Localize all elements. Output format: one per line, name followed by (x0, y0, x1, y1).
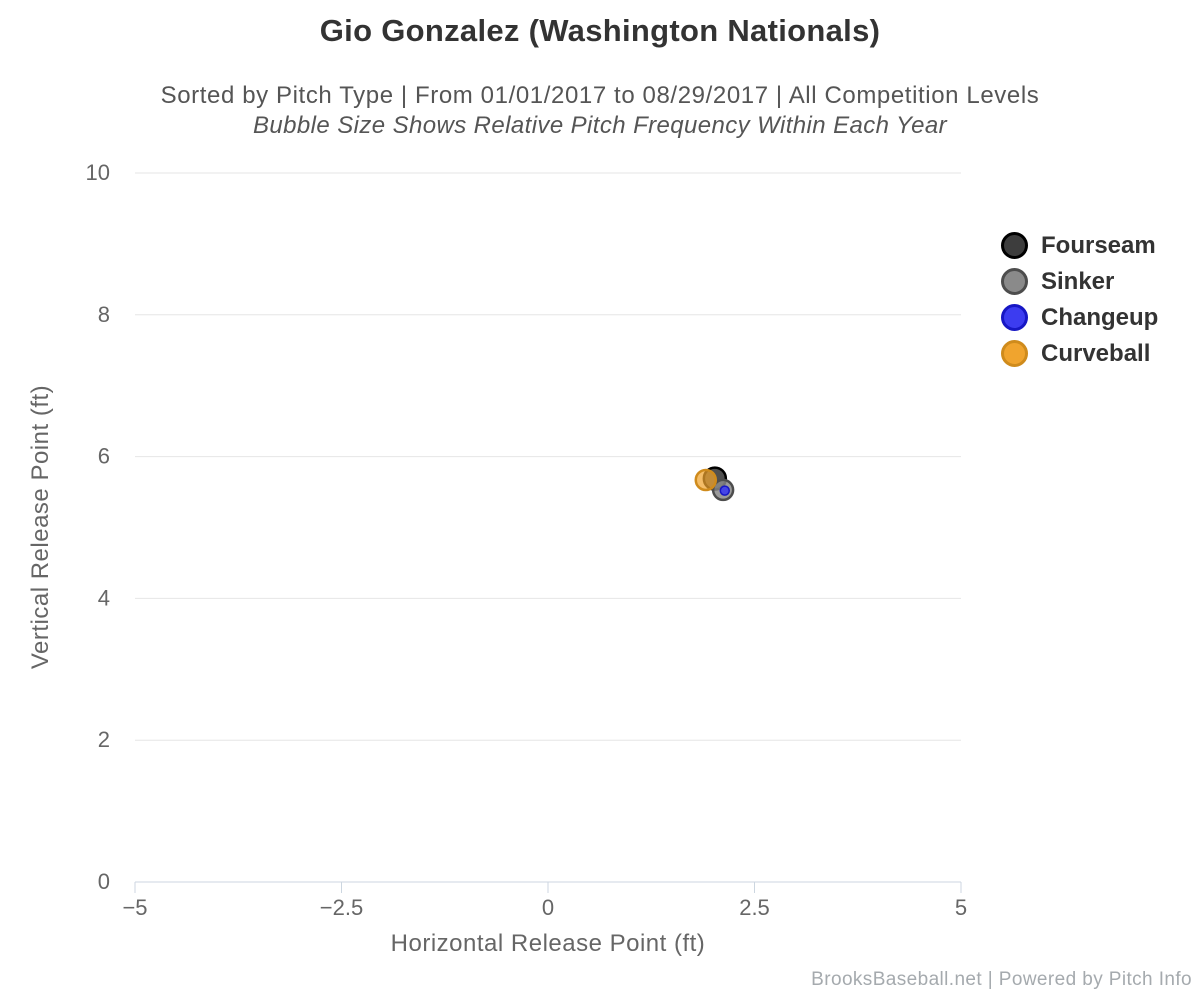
axis-tick-labels: −5 −2.5 0 2.5 5 0 2 4 6 8 10 (86, 160, 968, 920)
chart-subtitle: Sorted by Pitch Type | From 01/01/2017 t… (160, 82, 1040, 109)
x-tick-label: −5 (122, 895, 147, 920)
x-tick-label: 2.5 (739, 895, 770, 920)
x-tick-label: 0 (542, 895, 554, 920)
legend-label: Curveball (1041, 339, 1151, 367)
axes (134, 881, 962, 893)
y-axis-title: Vertical Release Point (ft) (27, 385, 54, 669)
credits-link[interactable]: BrooksBaseball.net | Powered by Pitch In… (811, 969, 1192, 990)
legend-item-fourseam[interactable]: Fourseam (1001, 232, 1158, 259)
legend-label: Changeup (1041, 303, 1159, 331)
bubble-curveball[interactable] (694, 468, 718, 492)
legend-label: Sinker (1041, 267, 1115, 295)
bubble-changeup[interactable] (719, 485, 731, 496)
y-tick-label: 4 (98, 585, 110, 610)
chart-subtitle-italic: Bubble Size Shows Relative Pitch Frequen… (253, 112, 947, 139)
legend-item-changeup[interactable]: Changeup (1001, 304, 1158, 331)
gridlines (135, 172, 961, 741)
legend-marker-fourseam-icon (1001, 232, 1028, 259)
y-tick-label: 0 (98, 869, 110, 894)
y-tick-label: 10 (86, 160, 110, 185)
legend-marker-sinker-icon (1001, 268, 1028, 295)
legend-label: Fourseam (1041, 231, 1156, 259)
legend-item-curveball[interactable]: Curveball (1001, 340, 1158, 367)
y-tick-label: 2 (98, 727, 110, 752)
y-tick-label: 6 (98, 444, 110, 469)
x-axis-title: Horizontal Release Point (ft) (391, 930, 706, 957)
x-tick-label: −2.5 (320, 895, 363, 920)
y-tick-label: 8 (98, 302, 110, 327)
x-tick-label: 5 (955, 895, 967, 920)
legend-marker-changeup-icon (1001, 304, 1028, 331)
legend-item-sinker[interactable]: Sinker (1001, 268, 1158, 295)
legend: Fourseam Sinker Changeup Curveball (1001, 232, 1158, 367)
chart-title: Gio Gonzalez (Washington Nationals) (319, 13, 881, 48)
data-bubbles (694, 466, 735, 502)
legend-marker-curveball-icon (1001, 340, 1028, 367)
